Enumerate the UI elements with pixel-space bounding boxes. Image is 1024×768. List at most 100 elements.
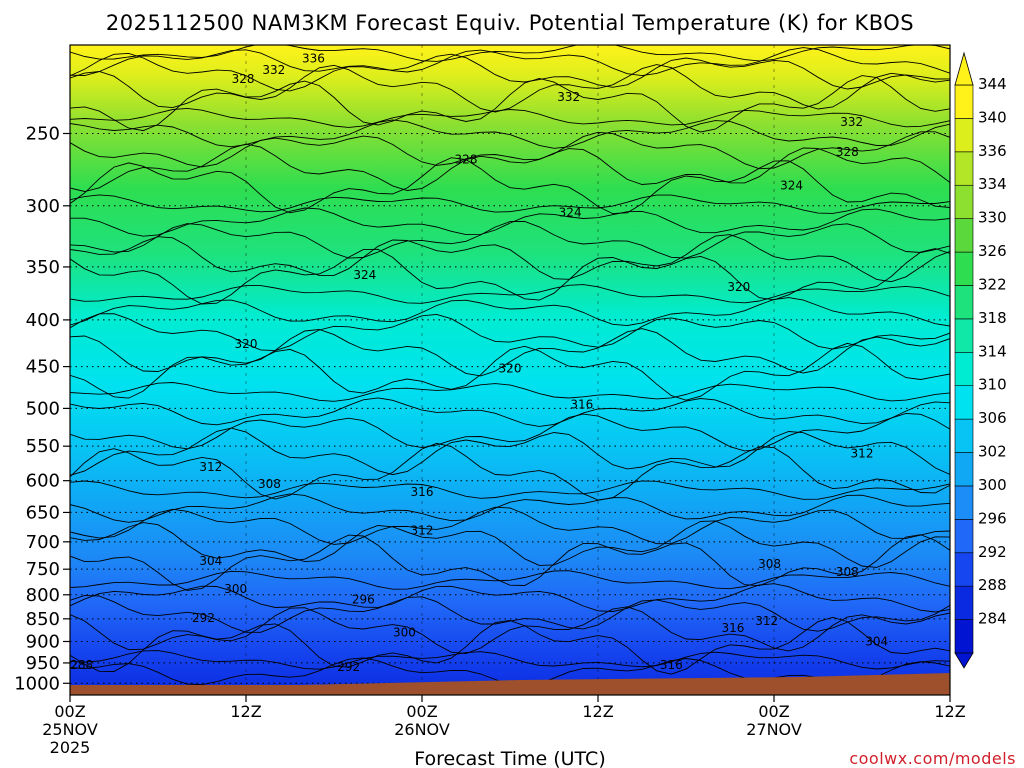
- contour-line: [70, 506, 950, 545]
- contour-line: [70, 520, 950, 568]
- colorbar-label: 340: [978, 108, 1007, 126]
- contour-line: [70, 47, 950, 77]
- colorbar-label: 330: [978, 209, 1007, 227]
- colorbar: 284 288 292 296 300 302 306 310 314 318 322 326 330 3…: [954, 51, 1007, 669]
- contour-label: 320: [499, 361, 522, 375]
- contour-label: 332: [557, 90, 580, 104]
- contour-line: [70, 650, 950, 670]
- colorbar-swatch: [954, 251, 974, 286]
- contour-line: [70, 328, 950, 377]
- chart-title: 2025112500 NAM3KM Forecast Equiv. Potent…: [106, 11, 914, 35]
- contour-line: [70, 207, 950, 237]
- contour-label: 324: [559, 205, 582, 219]
- colorbar-swatch: [954, 285, 974, 320]
- contour-line: [70, 606, 950, 655]
- colorbar-swatch: [954, 585, 974, 620]
- colorbar-swatch: [954, 184, 974, 219]
- contour-label: 304: [865, 634, 888, 648]
- y-tick-label: 850: [26, 609, 60, 630]
- colorbar-label: 300: [978, 476, 1007, 494]
- contour-line: [70, 45, 950, 62]
- contour-line: [70, 382, 950, 402]
- x-tick-label: 26NOV: [394, 720, 450, 739]
- x-tick-label: 12Z: [934, 702, 965, 721]
- y-tick-label: 450: [26, 357, 60, 378]
- colorbar-top-arrow: [954, 51, 974, 86]
- colorbar-label: 310: [978, 376, 1007, 394]
- contour-line: [70, 493, 950, 523]
- contour-line: [70, 143, 950, 192]
- y-tick-label: 800: [26, 585, 60, 606]
- colorbar-label: 318: [978, 309, 1007, 327]
- contour-line: [70, 342, 950, 401]
- contour-line: [70, 594, 950, 633]
- contour-line: [70, 107, 950, 128]
- contour-line: [70, 616, 950, 675]
- colorbar-label: 296: [978, 509, 1007, 527]
- contour-label: 292: [192, 611, 215, 625]
- contour-label: 328: [455, 153, 478, 167]
- contour-label: 288: [70, 658, 93, 672]
- colorbar-label: 326: [978, 242, 1007, 260]
- contour-label: 308: [758, 557, 781, 571]
- y-tick-label: 400: [26, 310, 60, 331]
- contour-label: 328: [836, 145, 859, 159]
- y-tick-label: 500: [26, 398, 60, 419]
- credit-link[interactable]: coolwx.com/models: [849, 749, 1016, 768]
- contour-line: [70, 248, 950, 305]
- contour-line: [70, 297, 950, 327]
- contour-labels: 336 332 328 332 332 328 328 324 324 324 320 320 320 3…: [70, 52, 888, 674]
- contour-label: 324: [780, 178, 803, 192]
- colorbar-swatch: [954, 418, 974, 453]
- contour-line: [70, 442, 950, 501]
- contour-label: 316: [411, 485, 434, 499]
- colorbar-label: 322: [978, 275, 1007, 293]
- y-tick-label: 550: [26, 436, 60, 457]
- contour-line: [70, 119, 950, 149]
- contour-line: [70, 52, 950, 92]
- contour-label: 312: [411, 523, 434, 537]
- y-tick-label: 600: [26, 471, 60, 492]
- contour-label: 324: [353, 268, 376, 282]
- contour-label: 336: [302, 52, 325, 66]
- contour-label: 312: [199, 460, 222, 474]
- y-axis: 2503003504004505005506006507007508008509…: [14, 123, 70, 694]
- contour-line: [70, 480, 950, 500]
- y-tick-label: 700: [26, 532, 60, 553]
- contour-label: 328: [232, 72, 255, 86]
- contour-line: [70, 397, 950, 427]
- contour-line: [70, 284, 950, 304]
- colorbar-swatch: [954, 84, 974, 119]
- y-tick-label: 350: [26, 257, 60, 278]
- contour-label: 320: [235, 337, 258, 351]
- contour-label: 316: [570, 397, 593, 411]
- contour-label: 320: [727, 280, 750, 294]
- colorbar-swatch: [954, 218, 974, 253]
- contour-line: [70, 570, 950, 590]
- plot-frame: [69, 44, 951, 696]
- colorbar-swatch: [954, 485, 974, 520]
- contour-label: 304: [199, 554, 222, 568]
- contour-line: [70, 131, 950, 170]
- contour-line: [70, 234, 950, 283]
- x-axis-title: Forecast Time (UTC): [414, 748, 605, 768]
- x-tick-label: 2025: [50, 738, 91, 757]
- colorbar-swatch: [954, 351, 974, 387]
- contour-label: 312: [851, 446, 874, 460]
- colorbar-swatch: [954, 552, 974, 587]
- contour-label: 300: [393, 626, 416, 640]
- x-tick-label: 12Z: [582, 702, 613, 721]
- colorbar-swatch: [954, 318, 974, 353]
- contour-label: 300: [224, 582, 247, 596]
- colorbar-swatch: [954, 151, 974, 186]
- colorbar-label: 344: [978, 75, 1007, 93]
- contour-line: [70, 75, 950, 133]
- y-tick-label: 750: [26, 559, 60, 580]
- y-tick-label: 650: [26, 502, 60, 523]
- colorbar-swatch: [954, 619, 974, 654]
- colorbar-label: 288: [978, 576, 1007, 594]
- x-tick-label: 00Z: [758, 702, 789, 721]
- contour-label: 316: [721, 621, 744, 635]
